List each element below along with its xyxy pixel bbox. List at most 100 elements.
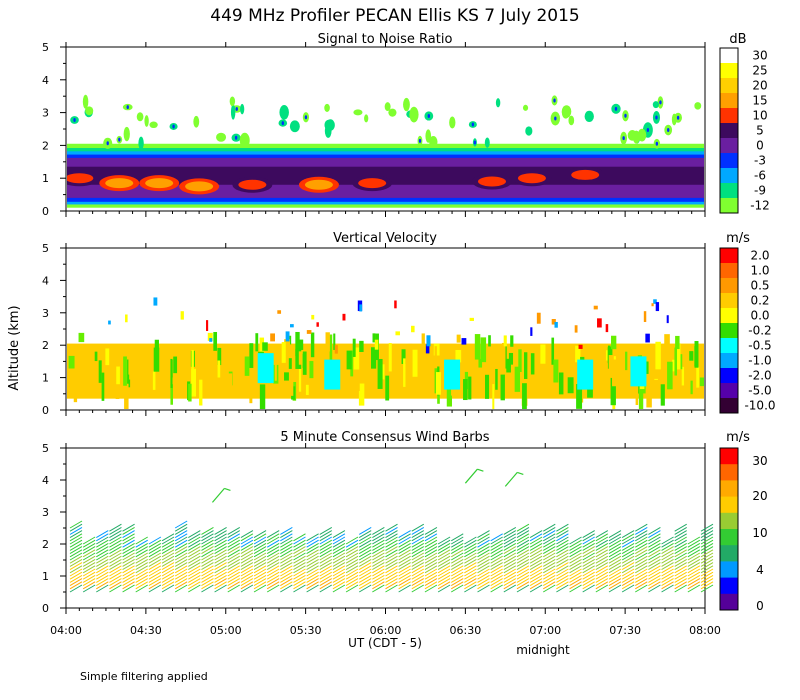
snr-plume bbox=[484, 137, 490, 148]
vv-streak bbox=[154, 339, 159, 354]
wind-barb bbox=[700, 581, 714, 590]
wind-barb bbox=[516, 526, 530, 535]
wind-barb bbox=[635, 552, 648, 561]
wind-barb bbox=[253, 536, 267, 545]
snr-plume-core bbox=[553, 98, 556, 103]
wind-barb bbox=[358, 555, 372, 564]
wind-barb bbox=[96, 533, 109, 542]
wind-barb bbox=[661, 562, 674, 571]
wind-barb bbox=[398, 568, 411, 577]
snr-plume bbox=[136, 112, 144, 122]
wind-barb bbox=[188, 578, 201, 587]
vv-streak bbox=[152, 371, 156, 390]
wind-barb-isolated bbox=[211, 488, 225, 503]
vv-streak bbox=[274, 353, 277, 381]
wind-barb bbox=[700, 542, 714, 551]
wind-barb bbox=[569, 574, 582, 583]
wind-barb bbox=[385, 571, 398, 580]
wind-barb bbox=[69, 555, 83, 564]
wind-barb bbox=[424, 552, 438, 561]
wind-barb bbox=[582, 555, 595, 564]
wind-barb bbox=[372, 552, 385, 561]
wind-barb bbox=[280, 578, 293, 587]
wind-barb bbox=[82, 578, 96, 587]
wind-barb bbox=[161, 552, 175, 561]
wind-barb bbox=[345, 571, 359, 580]
wind-barb bbox=[424, 546, 438, 555]
wind-barb bbox=[332, 552, 346, 561]
wind-barb bbox=[490, 539, 503, 548]
snr-plume-core bbox=[554, 116, 557, 121]
wind-barb bbox=[450, 565, 464, 574]
vv-streak bbox=[610, 377, 616, 406]
wind-barb-flag bbox=[477, 468, 484, 472]
snr-plume bbox=[429, 135, 438, 148]
wind-barb bbox=[135, 562, 148, 571]
wind-barb bbox=[542, 549, 556, 558]
wind-barb bbox=[201, 539, 214, 548]
wind-barb bbox=[700, 526, 714, 535]
snr-plume bbox=[324, 103, 330, 113]
wind-barb bbox=[385, 536, 398, 545]
wind-barb bbox=[635, 571, 648, 580]
snr-plume bbox=[694, 102, 702, 110]
wind-barb bbox=[240, 584, 254, 593]
wind-barb bbox=[345, 555, 359, 564]
colorbar-swatch bbox=[720, 48, 738, 64]
wind-barb bbox=[490, 549, 503, 558]
wind-barb bbox=[293, 574, 306, 583]
snr-plume bbox=[449, 116, 456, 129]
wind-barb bbox=[358, 562, 372, 571]
wind-barb bbox=[582, 546, 595, 555]
vv-streak bbox=[503, 335, 507, 347]
vv-speck bbox=[426, 335, 431, 347]
vv-streak bbox=[567, 377, 574, 394]
wind-barb bbox=[635, 584, 648, 593]
wind-barb bbox=[109, 578, 122, 587]
vv-streak bbox=[243, 372, 248, 394]
vv-speck bbox=[342, 313, 346, 321]
vv-streak bbox=[129, 370, 133, 380]
wind-barb bbox=[516, 565, 530, 574]
wind-barb bbox=[69, 526, 83, 535]
wind-barb bbox=[293, 549, 306, 558]
vv-speck bbox=[645, 333, 650, 343]
wind-barb bbox=[503, 530, 517, 539]
wind-barb bbox=[332, 536, 346, 545]
wind-barb bbox=[293, 533, 306, 542]
vv-speck bbox=[311, 314, 315, 320]
vv-speck bbox=[469, 317, 474, 321]
wind-barb bbox=[319, 584, 333, 593]
wind-barb bbox=[96, 571, 109, 580]
wind-barb bbox=[174, 546, 188, 555]
wind-barb bbox=[358, 533, 372, 542]
wind-barb bbox=[700, 574, 714, 583]
wind-barb bbox=[582, 578, 595, 587]
snr-plume bbox=[522, 104, 529, 111]
vv-streak bbox=[93, 354, 97, 382]
wind-barb bbox=[503, 581, 517, 590]
wind-barb bbox=[293, 546, 306, 555]
wind-barb bbox=[266, 546, 280, 555]
wind-barb bbox=[135, 571, 148, 580]
wind-barb bbox=[135, 542, 148, 551]
wind-barb bbox=[240, 565, 254, 574]
wind-barb bbox=[700, 533, 714, 542]
vv-streak bbox=[217, 347, 222, 366]
snr-patch bbox=[67, 173, 94, 184]
vv-streak bbox=[530, 353, 535, 375]
wind-barb bbox=[477, 565, 490, 574]
wind-barb bbox=[385, 574, 398, 583]
wind-barb bbox=[201, 574, 214, 583]
wind-barb bbox=[82, 568, 96, 577]
wind-barb bbox=[214, 530, 227, 539]
x-tick-label: 05:00 bbox=[210, 624, 242, 637]
wind-barb bbox=[148, 558, 162, 567]
wind-barb bbox=[174, 520, 188, 529]
wind-barb bbox=[253, 546, 267, 555]
snr-plume-core bbox=[659, 100, 662, 105]
wind-barb bbox=[266, 530, 280, 539]
wind-barb bbox=[516, 533, 530, 542]
